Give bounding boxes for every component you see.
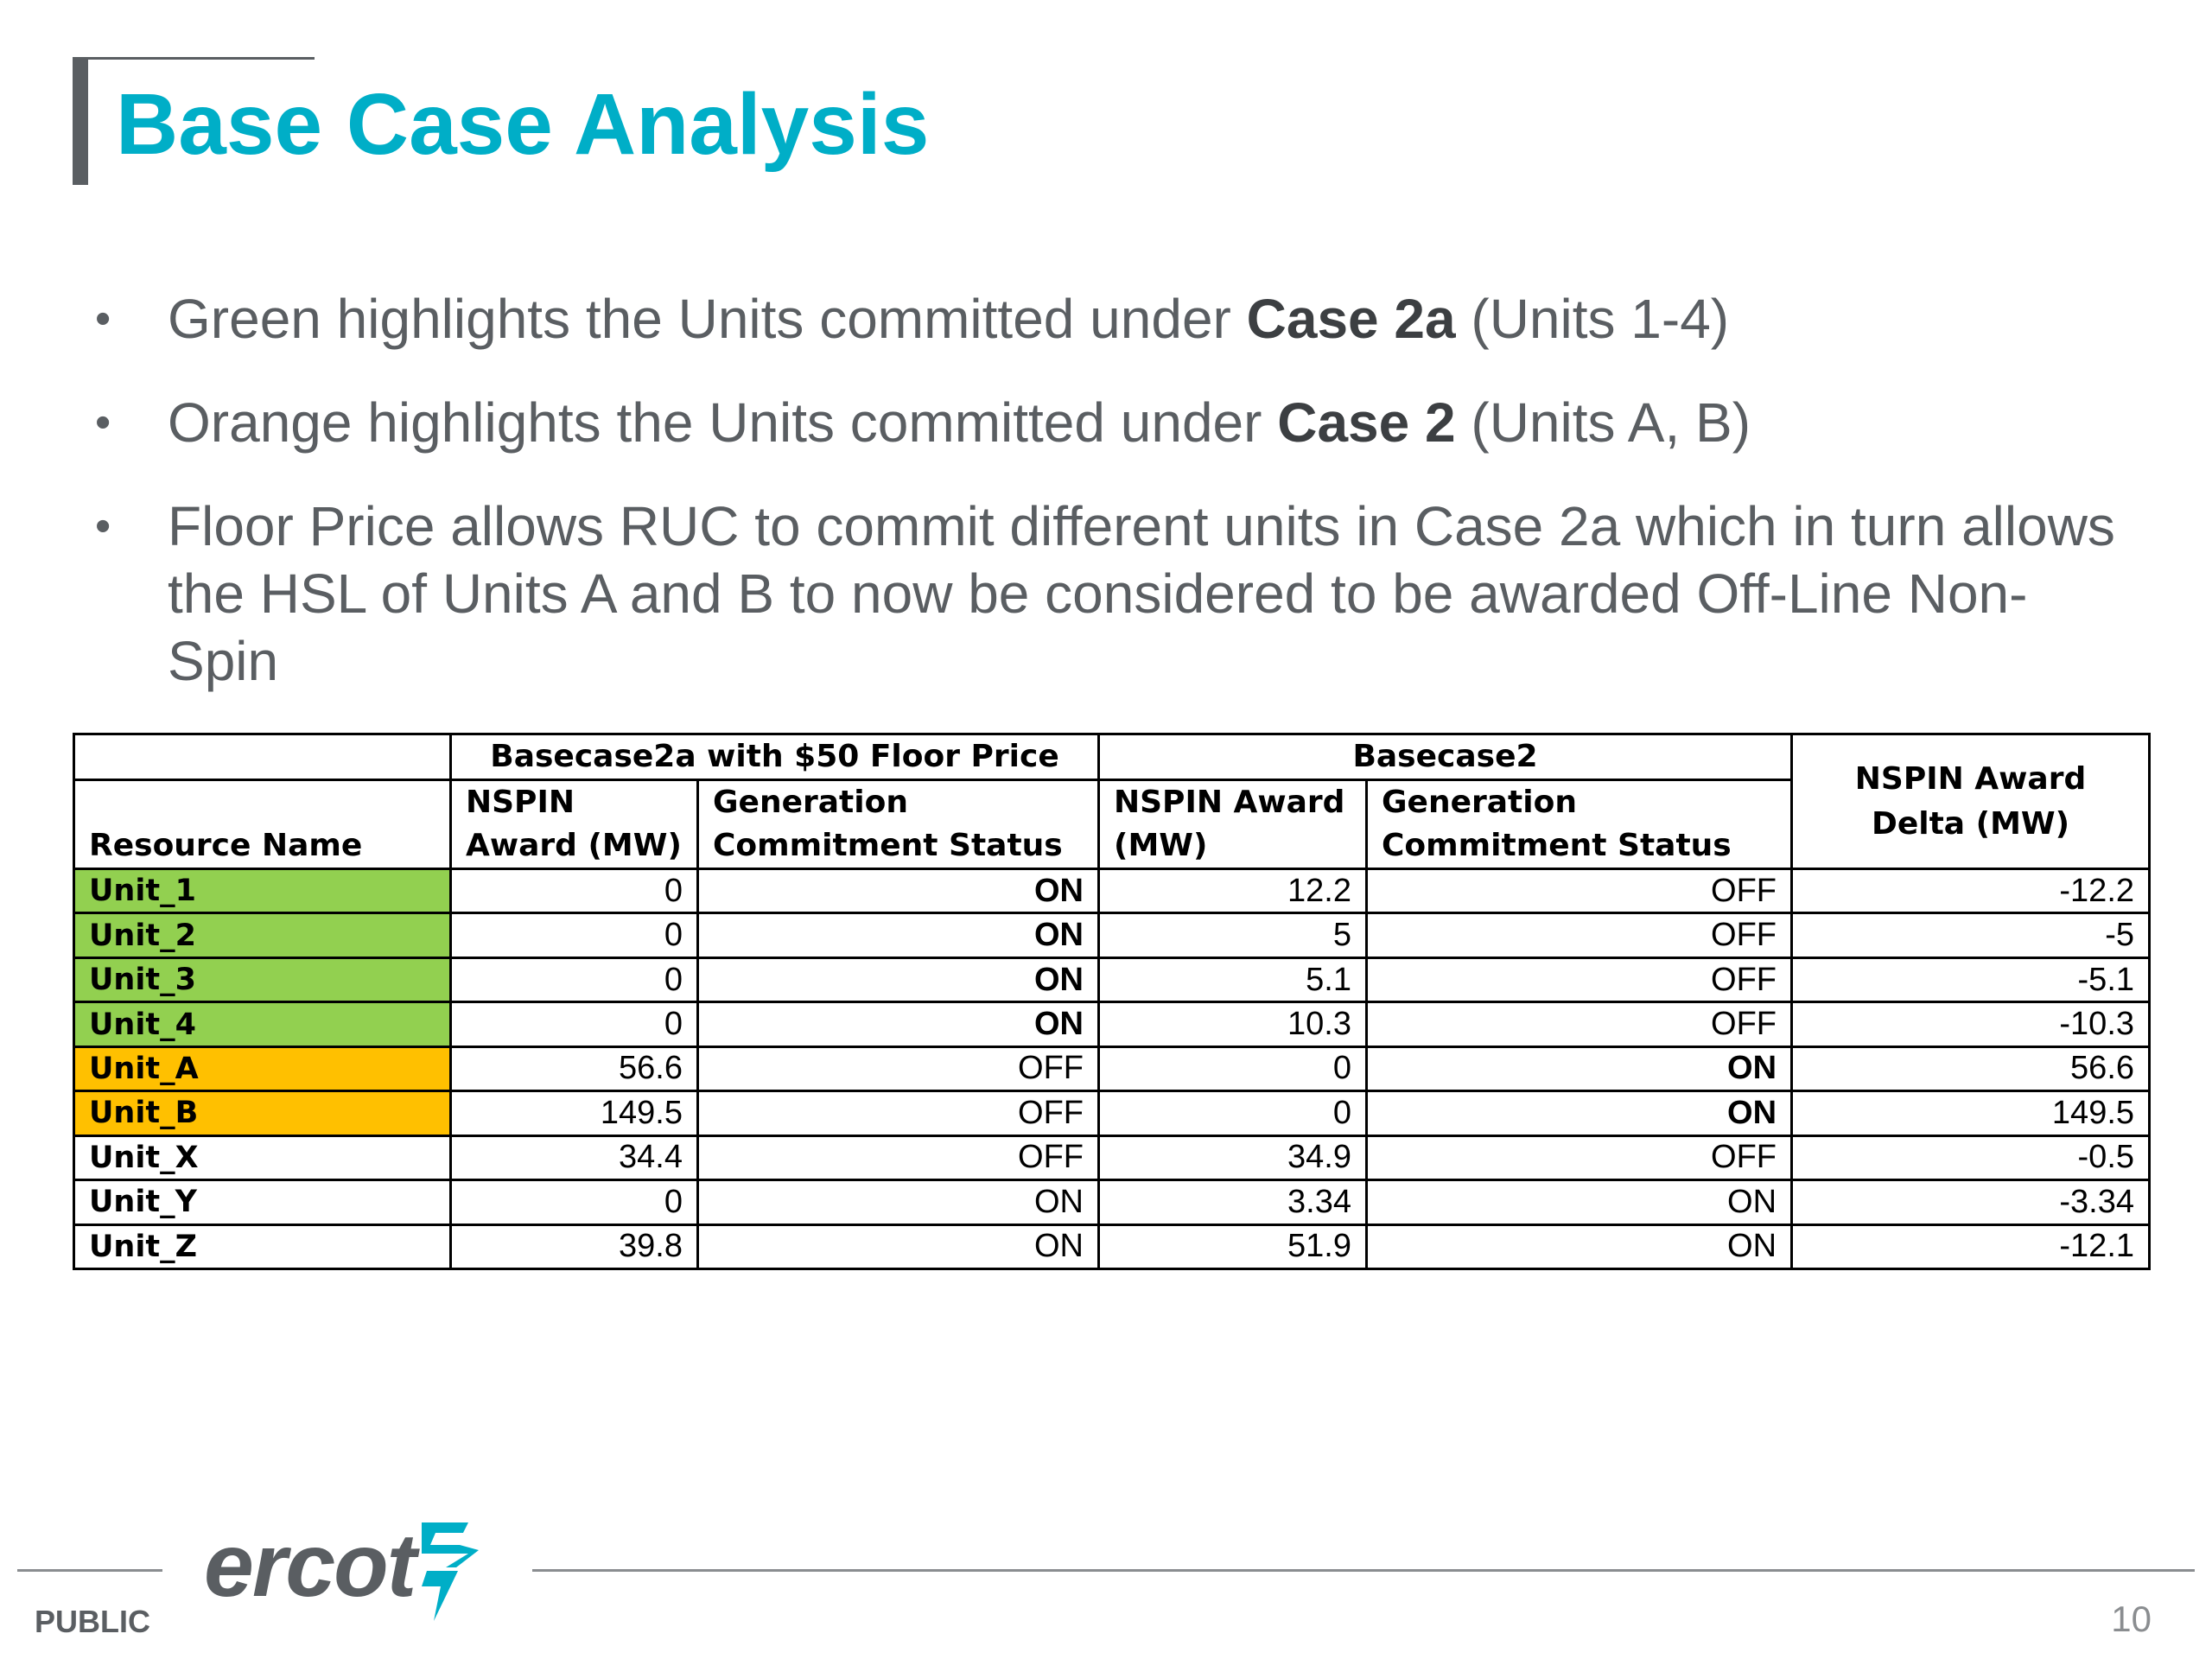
cell-resource-name: Unit_Z [73, 1223, 452, 1270]
bullet-text: Green highlights the Units committed und… [168, 288, 1247, 350]
title-accent-bar [73, 57, 88, 185]
header-nspin-award-2: NSPIN Award (MW) [1097, 779, 1368, 870]
table-row: Unit_Y 0 ON 3.34 ON -3.34 [73, 1179, 2152, 1226]
ercot-logo: ercot [204, 1514, 498, 1626]
bullet-dot-icon: • [95, 294, 111, 344]
page-number: 10 [2111, 1599, 2152, 1639]
cell-nspin-delta: -0.5 [1790, 1134, 2152, 1182]
bullet-dot-icon: • [95, 501, 111, 551]
header-empty [73, 733, 452, 781]
cell-gen-status-2a: ON [696, 956, 1100, 1004]
header-resource-name: Resource Name [73, 779, 452, 870]
table-row: Unit_2 0 ON 5 OFF -5 [73, 912, 2152, 959]
cell-gen-status-2: OFF [1364, 956, 1794, 1004]
cell-gen-status-2a: ON [696, 1223, 1100, 1270]
cell-nspin-award-2: 5 [1097, 912, 1368, 959]
cell-nspin-delta: -5 [1790, 912, 2152, 959]
cell-resource-name: Unit_Y [73, 1179, 452, 1226]
cell-gen-status-2a: ON [696, 1179, 1100, 1226]
table-row: Unit_3 0 ON 5.1 OFF -5.1 [73, 956, 2152, 1004]
cell-nspin-award-2a: 0 [449, 867, 699, 915]
cell-nspin-award-2: 3.34 [1097, 1179, 1368, 1226]
bullet-text: Orange highlights the Units committed un… [168, 391, 1278, 454]
cell-nspin-award-2a: 0 [449, 956, 699, 1004]
cell-nspin-award-2: 34.9 [1097, 1134, 1368, 1182]
bullet-dot-icon: • [95, 397, 111, 448]
page-title: Base Case Analysis [116, 76, 930, 173]
cell-nspin-award-2: 51.9 [1097, 1223, 1368, 1270]
cell-resource-name: Unit_A [73, 1045, 452, 1093]
bullet-emphasis: Case 2 [1277, 391, 1456, 454]
cell-gen-status-2a: ON [696, 912, 1100, 959]
cell-nspin-award-2a: 149.5 [449, 1090, 699, 1137]
footer-divider-right [532, 1569, 2195, 1572]
cell-gen-status-2: OFF [1364, 912, 1794, 959]
bullet-emphasis: Case 2a [1246, 288, 1456, 350]
nspin-comparison-table: Basecase2a with $50 Floor Price Basecase… [73, 733, 2152, 1270]
cell-gen-status-2a: OFF [696, 1090, 1100, 1137]
cell-resource-name: Unit_1 [73, 867, 452, 915]
cell-resource-name: Unit_2 [73, 912, 452, 959]
bullet-text: (Units A, B) [1455, 391, 1751, 454]
footer-divider-left [17, 1569, 162, 1572]
table-row: Unit_1 0 ON 12.2 OFF -12.2 [73, 867, 2152, 915]
cell-gen-status-2: OFF [1364, 867, 1794, 915]
cell-nspin-award-2: 0 [1097, 1090, 1368, 1137]
bullet-item: • Floor Price allows RUC to commit diffe… [92, 493, 2122, 695]
ercot-bolt-icon [422, 1522, 479, 1621]
cell-gen-status-2a: OFF [696, 1134, 1100, 1182]
bullet-item: • Green highlights the Units committed u… [92, 285, 2122, 353]
cell-nspin-delta: 149.5 [1790, 1090, 2152, 1137]
cell-gen-status-2: ON [1364, 1179, 1794, 1226]
cell-gen-status-2: OFF [1364, 1134, 1794, 1182]
cell-resource-name: Unit_X [73, 1134, 452, 1182]
bullet-text: (Units 1-4) [1455, 288, 1730, 350]
cell-nspin-award-2: 5.1 [1097, 956, 1368, 1004]
cell-nspin-delta: -12.1 [1790, 1223, 2152, 1270]
header-gen-status-2: Generation Commitment Status [1364, 779, 1794, 870]
cell-nspin-delta: 56.6 [1790, 1045, 2152, 1093]
cell-nspin-award-2a: 56.6 [449, 1045, 699, 1093]
cell-nspin-award-2a: 34.4 [449, 1134, 699, 1182]
group-header-case2: Basecase2 [1096, 733, 1794, 781]
cell-nspin-award-2a: 39.8 [449, 1223, 699, 1270]
cell-resource-name: Unit_B [73, 1090, 452, 1137]
cell-gen-status-2: ON [1364, 1223, 1794, 1270]
cell-gen-status-2: ON [1364, 1045, 1794, 1093]
table-body: Unit_1 0 ON 12.2 OFF -12.2 Unit_2 0 ON 5 OFF -5 Unit… [73, 867, 2152, 1270]
cell-nspin-award-2: 12.2 [1097, 867, 1368, 915]
header-nspin-award-2a: NSPIN Award (MW) [449, 779, 699, 870]
cell-nspin-delta: -5.1 [1790, 956, 2152, 1004]
header-gen-status-2a: Generation Commitment Status [696, 779, 1100, 870]
cell-gen-status-2a: ON [696, 1001, 1100, 1048]
bullet-item: • Orange highlights the Units committed … [92, 389, 2122, 456]
cell-nspin-delta: -3.34 [1790, 1179, 2152, 1226]
logo-wordmark: ercot [204, 1516, 416, 1616]
table-row: Unit_Z 39.8 ON 51.9 ON -12.1 [73, 1223, 2152, 1270]
cell-gen-status-2a: ON [696, 867, 1100, 915]
header-delta: NSPIN Award Delta (MW) [1790, 733, 2152, 870]
cell-nspin-award-2a: 0 [449, 1179, 699, 1226]
cell-nspin-award-2a: 0 [449, 1001, 699, 1048]
classification-label: PUBLIC [35, 1604, 150, 1639]
cell-nspin-award-2: 0 [1097, 1045, 1368, 1093]
bullet-list: • Green highlights the Units committed u… [92, 285, 2122, 731]
cell-gen-status-2: OFF [1364, 1001, 1794, 1048]
table-row: Unit_4 0 ON 10.3 OFF -10.3 [73, 1001, 2152, 1048]
cell-nspin-award-2: 10.3 [1097, 1001, 1368, 1048]
bullet-text: Floor Price allows RUC to commit differe… [168, 495, 2115, 692]
table-row: Unit_A 56.6 OFF 0 ON 56.6 [73, 1045, 2152, 1093]
cell-resource-name: Unit_4 [73, 1001, 452, 1048]
table-row: Unit_X 34.4 OFF 34.9 OFF -0.5 [73, 1134, 2152, 1182]
table-row: Unit_B 149.5 OFF 0 ON 149.5 [73, 1090, 2152, 1137]
title-accent-line [73, 57, 315, 60]
cell-gen-status-2a: OFF [696, 1045, 1100, 1093]
cell-resource-name: Unit_3 [73, 956, 452, 1004]
group-header-case2a: Basecase2a with $50 Floor Price [449, 733, 1100, 781]
cell-nspin-delta: -10.3 [1790, 1001, 2152, 1048]
cell-nspin-delta: -12.2 [1790, 867, 2152, 915]
cell-gen-status-2: ON [1364, 1090, 1794, 1137]
cell-nspin-award-2a: 0 [449, 912, 699, 959]
